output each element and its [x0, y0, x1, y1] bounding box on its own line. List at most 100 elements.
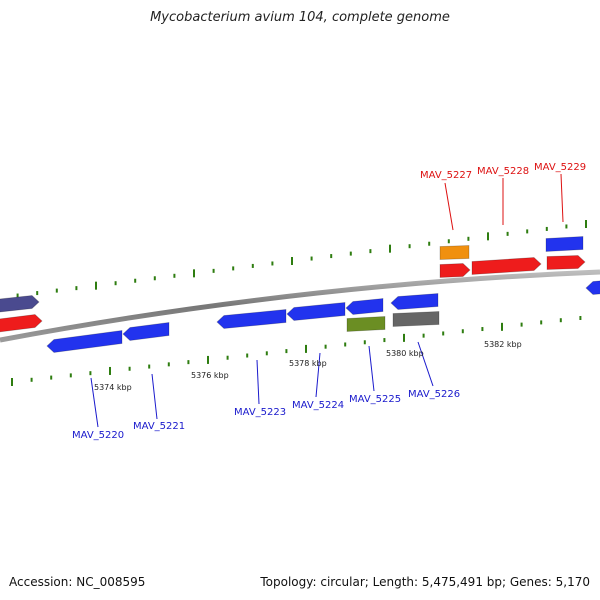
leader-line-mav-5226 — [417, 341, 434, 387]
tick-mark-lower — [11, 378, 13, 386]
kbp-label-5382: 5382 kbp — [484, 340, 522, 349]
tick-mark-lower — [442, 331, 445, 336]
gene-label-mav-5220[interactable]: MAV_5220 — [72, 430, 124, 441]
tick-mark-lower — [246, 353, 249, 358]
gene-label-mav-5225[interactable]: MAV_5225 — [349, 394, 401, 405]
gene-feature-unlabeled[interactable] — [345, 298, 384, 315]
tick-mark-upper — [506, 231, 509, 236]
leader-line-mav-5225 — [368, 345, 375, 392]
gene-label-mav-5221[interactable]: MAV_5221 — [133, 421, 185, 432]
tick-mark-lower — [422, 333, 425, 338]
tick-mark-lower — [383, 338, 386, 343]
tick-mark-lower — [324, 344, 327, 349]
gene-features — [0, 236, 600, 353]
leader-line-mav-5220 — [90, 377, 99, 428]
tick-mark-upper — [55, 288, 58, 293]
gene-feature-unlabeled[interactable] — [390, 293, 439, 310]
tick-mark-lower — [501, 322, 503, 331]
tick-mark-upper — [545, 226, 548, 231]
tick-mark-lower — [363, 340, 366, 345]
tick-mark-lower — [187, 360, 190, 365]
gene-feature-mav-5229[interactable] — [546, 255, 586, 270]
tick-mark-upper — [193, 269, 195, 278]
tick-mark-upper — [95, 281, 97, 290]
gene-feature-unlabeled[interactable] — [545, 236, 584, 252]
accession-text: Accession: NC_008595 — [9, 575, 146, 589]
tick-mark-lower — [481, 327, 484, 332]
tick-mark-upper — [291, 257, 293, 265]
tick-mark-upper — [349, 251, 352, 256]
tick-mark-lower — [30, 377, 33, 382]
gene-feature-mav-5227[interactable] — [439, 263, 471, 278]
tick-mark-lower — [540, 320, 543, 325]
tick-mark-lower — [285, 349, 288, 354]
kbp-label-5374: 5374 kbp — [94, 383, 132, 392]
map-title: Mycobacterium avium 104, complete genome — [150, 10, 450, 25]
tick-mark-upper — [389, 244, 391, 253]
gene-label-mav-5226[interactable]: MAV_5226 — [408, 389, 460, 400]
gene-feature-unlabeled[interactable] — [585, 280, 600, 295]
gene-feature-mav-5220[interactable] — [46, 330, 123, 353]
gene-feature-mav-5226[interactable] — [392, 311, 440, 327]
tick-mark-lower — [109, 366, 111, 375]
label-leaders — [90, 173, 564, 428]
position-ticks — [11, 220, 587, 386]
tick-mark-lower — [50, 375, 53, 380]
tick-mark-upper — [526, 229, 529, 234]
tick-mark-upper — [330, 254, 333, 259]
tick-mark-upper — [585, 220, 587, 228]
gene-feature-mav-5224[interactable] — [286, 302, 346, 321]
tick-mark-upper — [212, 268, 215, 273]
tick-mark-upper — [232, 266, 235, 271]
gene-label-mav-5227[interactable]: MAV_5227 — [420, 170, 472, 181]
tick-mark-upper — [75, 286, 78, 291]
tick-mark-lower — [344, 342, 347, 347]
tick-mark-upper — [408, 244, 411, 249]
tick-mark-upper — [114, 281, 117, 286]
gene-feature-mav-5223[interactable] — [216, 309, 287, 329]
gene-feature-mav-5228[interactable] — [471, 257, 542, 275]
tick-mark-lower — [579, 316, 582, 320]
gene-label-mav-5229[interactable]: MAV_5229 — [534, 162, 586, 173]
leader-line-mav-5229 — [560, 173, 564, 223]
tick-mark-upper — [565, 224, 568, 229]
gene-label-mav-5223[interactable]: MAV_5223 — [234, 407, 286, 418]
tick-mark-upper — [153, 276, 156, 281]
gene-feature-unlabeled[interactable] — [0, 314, 43, 333]
tick-mark-lower — [226, 355, 229, 360]
tick-mark-upper — [369, 249, 372, 254]
tick-mark-upper — [447, 239, 450, 244]
gene-label-mav-5228[interactable]: MAV_5228 — [477, 166, 529, 177]
leader-line-mav-5227 — [444, 182, 454, 231]
tick-mark-upper — [251, 263, 254, 268]
tick-mark-upper — [467, 236, 470, 241]
tick-mark-lower — [207, 355, 209, 364]
tick-mark-upper — [16, 293, 19, 298]
gene-feature-unlabeled[interactable] — [439, 245, 470, 260]
tick-mark-lower — [89, 371, 92, 376]
gene-feature-mav-5225[interactable] — [346, 316, 386, 332]
tick-mark-lower — [265, 351, 268, 356]
gene-label-mav-5224[interactable]: MAV_5224 — [292, 400, 344, 411]
tick-mark-upper — [173, 273, 176, 278]
kbp-label-5378: 5378 kbp — [289, 359, 327, 368]
tick-mark-lower — [305, 344, 307, 353]
tick-mark-lower — [148, 364, 151, 369]
leader-line-mav-5224 — [315, 352, 321, 398]
gene-feature-mav-5221[interactable] — [122, 322, 170, 341]
tick-mark-upper — [487, 232, 489, 241]
gene-feature-unlabeled[interactable] — [0, 295, 40, 313]
tick-mark-lower — [559, 318, 562, 323]
kbp-label-5376: 5376 kbp — [191, 371, 229, 380]
tick-mark-lower — [520, 322, 523, 327]
tick-mark-lower — [167, 362, 170, 367]
tick-mark-upper — [428, 241, 431, 246]
tick-mark-upper — [36, 291, 39, 296]
genome-backbone — [0, 269, 600, 343]
leader-line-mav-5221 — [151, 373, 158, 420]
genome-summary-text: Topology: circular; Length: 5,475,491 bp… — [260, 575, 590, 589]
tick-mark-upper — [271, 261, 274, 266]
tick-mark-upper — [310, 256, 313, 261]
